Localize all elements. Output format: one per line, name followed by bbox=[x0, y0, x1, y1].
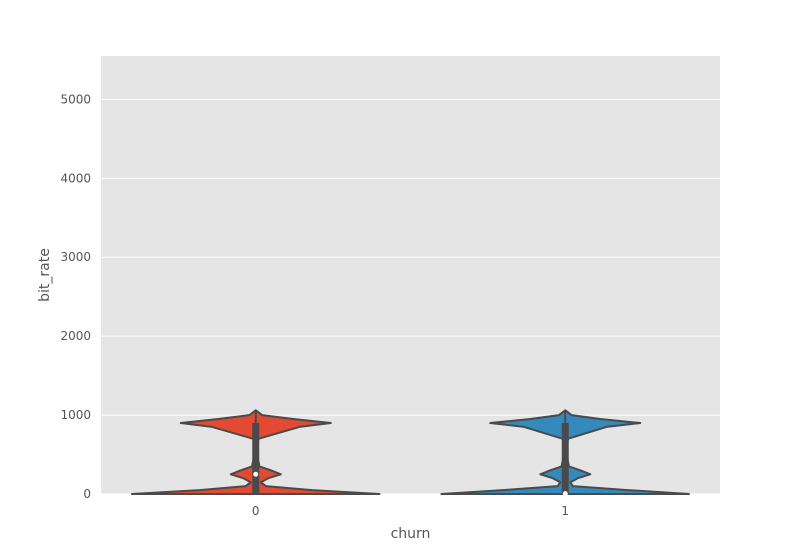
plot-area bbox=[101, 56, 720, 494]
y-tick-label: 5000 bbox=[60, 92, 91, 106]
y-tick-label: 2000 bbox=[60, 329, 91, 343]
y-tick-label: 3000 bbox=[60, 250, 91, 264]
violins bbox=[131, 409, 690, 497]
x-tick-label: 1 bbox=[561, 504, 569, 518]
violin-0 bbox=[131, 409, 381, 495]
x-axis-label: churn bbox=[391, 526, 431, 542]
y-axis-label: bit_rate bbox=[37, 248, 53, 302]
y-tick-label: 1000 bbox=[60, 408, 91, 422]
violin-median bbox=[562, 491, 568, 497]
violin-1 bbox=[440, 409, 690, 497]
x-tick-label: 0 bbox=[252, 504, 260, 518]
y-tick-label: 0 bbox=[83, 487, 91, 501]
y-tick-labels: 0 1000 2000 3000 4000 5000 bbox=[60, 92, 91, 501]
violin-median bbox=[253, 471, 259, 477]
y-tick-label: 4000 bbox=[60, 171, 91, 185]
